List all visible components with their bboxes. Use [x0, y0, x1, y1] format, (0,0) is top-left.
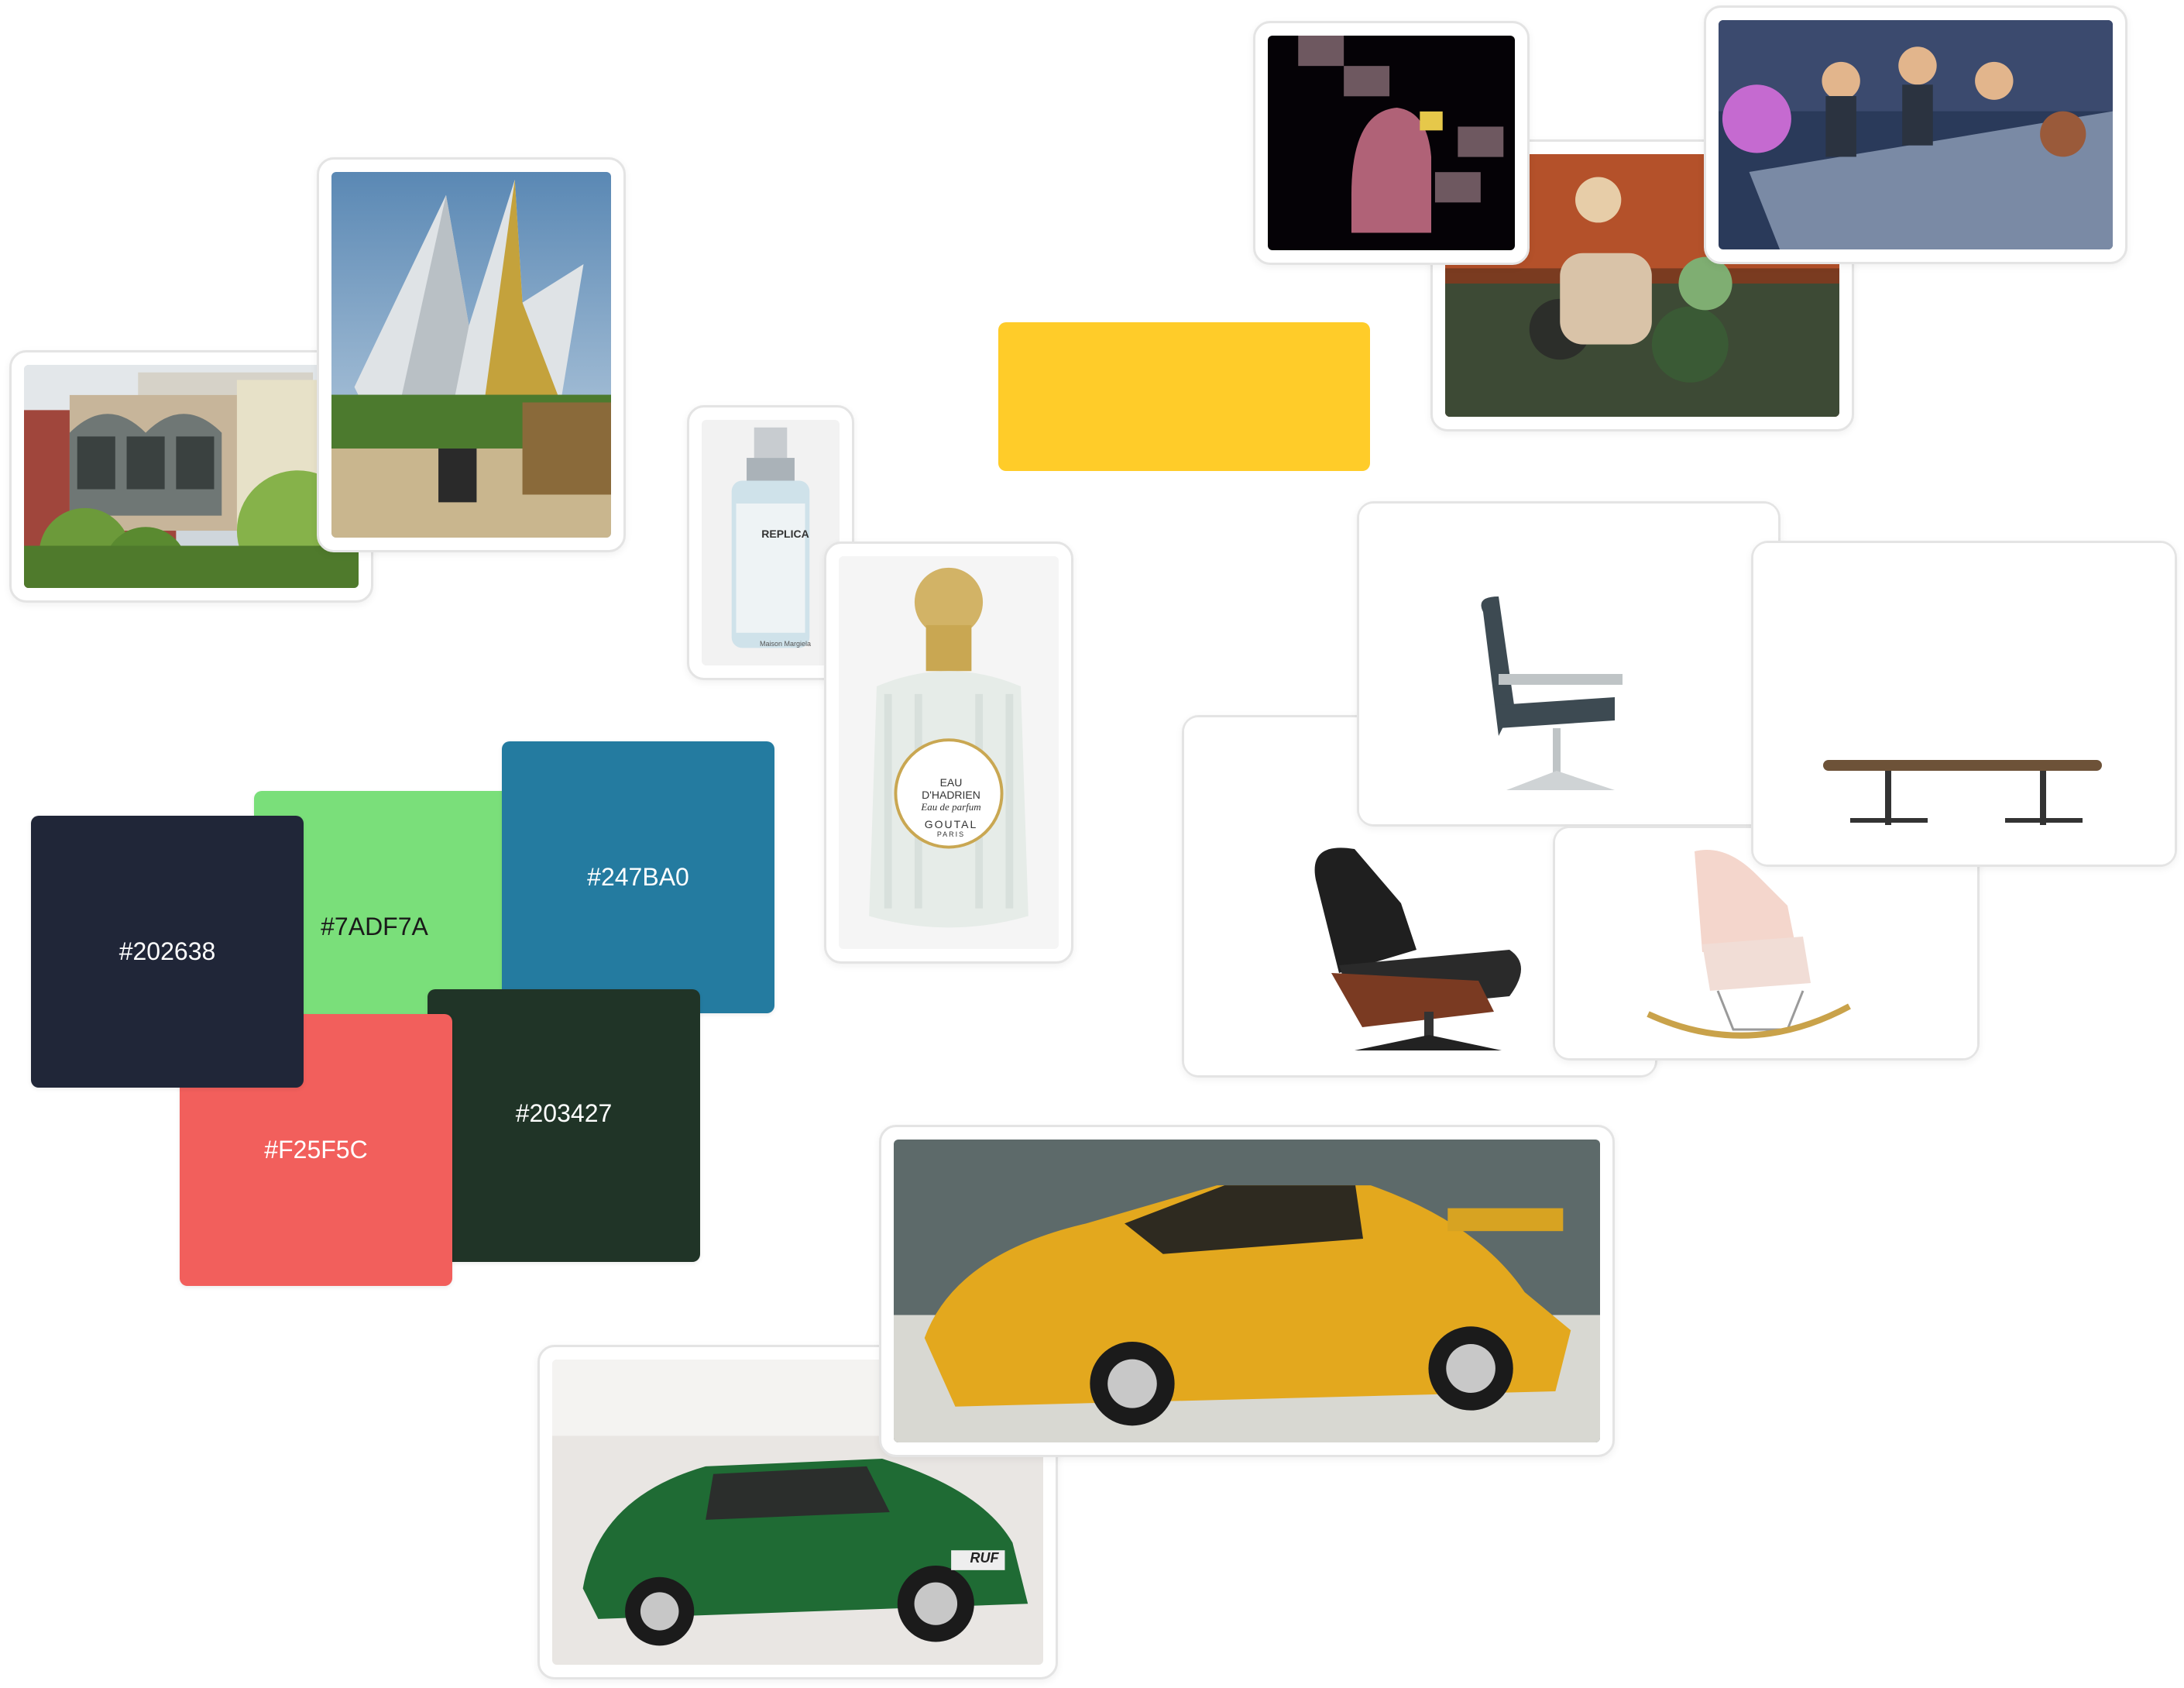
goutal-perfume: [839, 556, 1059, 949]
pavilion-photo-card[interactable]: [317, 157, 626, 552]
goutal-line1: EAU: [939, 776, 963, 789]
car-plate-label: RUF: [970, 1550, 999, 1566]
swatch-hex-label: #7ADF7A: [321, 913, 428, 940]
goutal-city: PARIS: [936, 830, 966, 838]
oval-table: [1753, 543, 2175, 865]
goutal-label: EAU D'HADRIEN Eau de parfum GOUTAL PARIS: [839, 776, 1063, 838]
color-swatch-247ba0[interactable]: #247BA0: [502, 741, 774, 1013]
swatch-hex-label: #203427: [515, 1098, 613, 1127]
swatch-hex-label: #247BA0: [587, 863, 689, 891]
pavilion-photo: [331, 172, 611, 538]
swatch-hex-label: #F25F5C: [264, 1136, 368, 1164]
swatch-hex-label: #202638: [118, 937, 216, 965]
replica-maker-label: Maison Margiela: [759, 640, 812, 648]
color-swatch-203427[interactable]: #203427: [428, 989, 700, 1262]
yellow-sticky-note[interactable]: [998, 322, 1370, 471]
office-chair: [1359, 504, 1778, 824]
replica-perfume: [702, 420, 840, 665]
cartoon-meeting-scene: [1719, 20, 2113, 249]
cartoon-meeting-card[interactable]: [1704, 5, 2127, 264]
color-swatch-202638[interactable]: #202638: [31, 816, 304, 1088]
cartoon-dark-scene: [1268, 36, 1515, 250]
building-photo: [24, 365, 359, 588]
oval-table-card[interactable]: [1751, 541, 2177, 867]
cartoon-dark-card[interactable]: [1253, 21, 1530, 265]
building-photo-card[interactable]: [9, 350, 373, 603]
yellow-porsche-card[interactable]: [879, 1125, 1615, 1457]
replica-brand-label: REPLICA: [761, 528, 809, 540]
yellow-porsche: [894, 1140, 1600, 1442]
office-chair-card[interactable]: [1357, 501, 1781, 827]
replica-perfume-card[interactable]: REPLICA Maison Margiela: [687, 405, 854, 680]
goutal-line2: D'HADRIEN: [922, 789, 980, 801]
goutal-brand: GOUTAL: [924, 818, 978, 830]
goutal-perfume-card[interactable]: EAU D'HADRIEN Eau de parfum GOUTAL PARIS: [824, 541, 1073, 964]
goutal-line3: Eau de parfum: [921, 801, 981, 813]
